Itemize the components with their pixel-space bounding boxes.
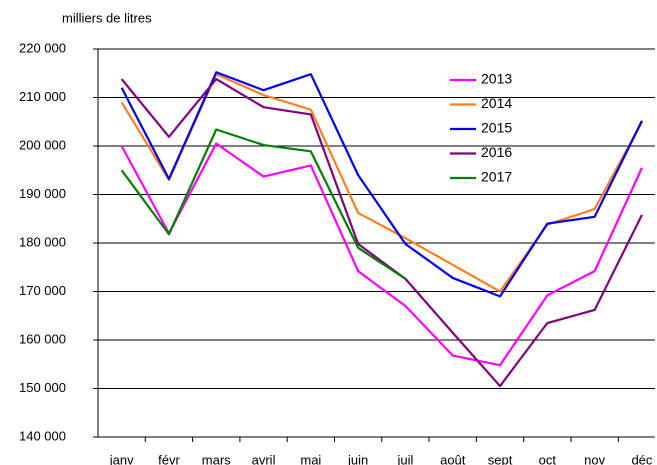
x-tick-label: nov [584, 452, 605, 465]
legend-label: 2013 [481, 71, 512, 87]
y-tick-label: 220 000 [19, 40, 66, 55]
y-tick-label: 200 000 [19, 137, 66, 152]
series-line [120, 128, 407, 280]
y-tick-label: 150 000 [19, 380, 66, 395]
x-tick-label: déc [631, 452, 652, 465]
series-line [120, 77, 643, 388]
y-axis-label: milliers de litres [62, 10, 152, 25]
legend-label: 2016 [481, 144, 512, 160]
x-tick-label: sept [488, 452, 513, 465]
series-line [120, 142, 643, 367]
x-tick-label: août [440, 452, 466, 465]
y-tick-label: 170 000 [19, 283, 66, 298]
y-tick-label: 140 000 [19, 428, 66, 443]
series-line [120, 73, 643, 293]
y-tick-label: 160 000 [19, 331, 66, 346]
x-tick-label: avril [252, 452, 276, 465]
legend-label: 2015 [481, 120, 512, 136]
x-tick-label: févr [158, 452, 180, 465]
legend-label: 2014 [481, 95, 512, 111]
y-tick-label: 210 000 [19, 89, 66, 104]
legend-label: 2017 [481, 169, 512, 185]
x-tick-label: juil [396, 452, 413, 465]
x-tick-label: oct [539, 452, 557, 465]
y-tick-label: 180 000 [19, 234, 66, 249]
x-tick-label: juin [347, 452, 368, 465]
x-tick-label: mars [202, 452, 231, 465]
x-tick-label: mai [300, 452, 321, 465]
x-tick-label: janv [109, 452, 134, 465]
y-tick-label: 190 000 [19, 186, 66, 201]
